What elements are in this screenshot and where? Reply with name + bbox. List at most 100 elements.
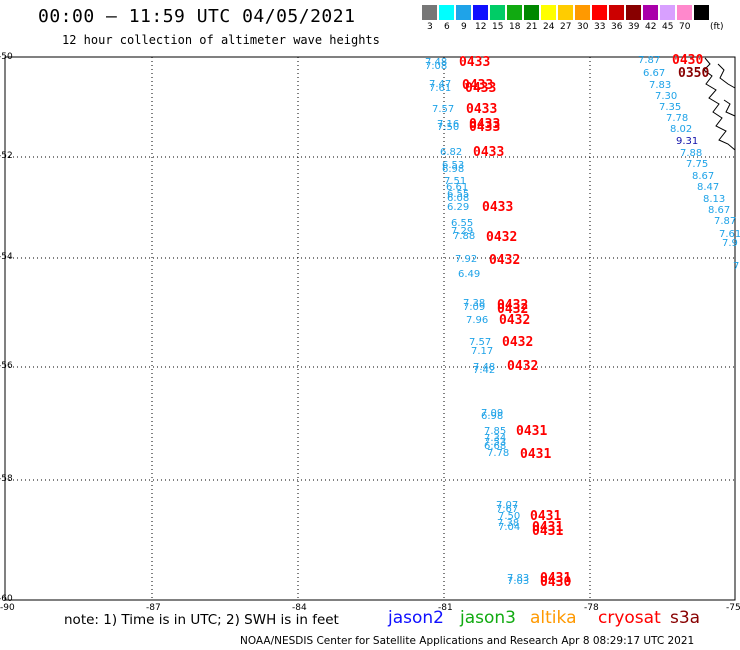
swh-value-label: 7.29 [451,226,474,237]
swh-value-label: 7.87 [638,55,661,66]
swh-value-label: 6.68 [484,441,507,452]
legend-label: 12 [475,22,487,32]
swh-value-label: 7.48 [473,362,496,373]
swh-value-label: 6.98 [481,411,504,422]
swh-value-label: 7.67 [496,504,519,515]
pass-time-label: 0433 [465,81,497,96]
swh-value-label: 7.35 [659,102,682,113]
swh-value-label: 7.09 [481,408,504,419]
pass-time-label: 0433 [466,102,498,117]
pass-time-label: 0433 [462,78,494,93]
y-tick-label: -58 [0,474,13,484]
legend-color-swatch [694,5,709,20]
legend-color-swatch [660,5,675,20]
swh-value-label: 8.02 [670,124,693,135]
swh-value-label: 6.61 [446,182,469,193]
pass-time-label: 0432 [486,230,518,245]
x-tick-label: -87 [146,603,161,613]
x-tick-label: -90 [0,603,15,613]
legend-color-swatch [541,5,556,20]
plot-frame [4,56,736,601]
swh-value-label: 7.50 [498,511,521,522]
legend-color-swatch [643,5,658,20]
pass-time-label: 0350 [678,66,710,81]
coastline [723,99,736,117]
legend-color-swatch [626,5,641,20]
swh-value-label: 7.38 [463,298,486,309]
pass-time-label: 0430 [672,53,704,68]
pass-time-label: 0433 [469,117,501,132]
legend-label: 6 [444,22,450,32]
swh-value-label: 7.08 [425,61,448,72]
y-tick-label: -54 [0,252,13,262]
swh-value-label: 6.55 [447,189,470,200]
legend-unit: (ft) [710,22,724,32]
swh-value-label: 7.61 [719,229,740,240]
legend-label: 15 [492,22,504,32]
pass-time-label: 0431 [532,520,564,535]
y-tick-label: -60 [0,594,13,604]
swh-value-label: 8.67 [692,171,715,182]
pass-time-label: 0431 [520,447,552,462]
legend-color-swatch [524,5,539,20]
legend-label: 30 [577,22,589,32]
legend-label: 21 [526,22,538,32]
swh-value-label: 7.78 [487,448,510,459]
swh-value-label: 7.53 [484,437,507,448]
legend-color-swatch [592,5,607,20]
swh-value-label: 7.75 [686,159,709,170]
page-title: 00:00 – 11:59 UTC 04/05/2021 [38,6,356,27]
x-tick-label: -75 [726,603,740,613]
x-tick-label: -81 [438,603,453,613]
swh-value-label: 7.48 [425,57,448,68]
page-subtitle: 12 hour collection of altimeter wave hei… [62,33,380,47]
legend-color-swatch [456,5,471,20]
swh-value-label: 6.49 [458,269,481,280]
swh-value-label: 9.31 [676,136,699,147]
pass-time-label: 0433 [459,55,491,70]
legend-label: 45 [662,22,674,32]
pass-time-label: 0433 [469,120,501,135]
swh-value-label: 7.03 [507,576,530,587]
pass-time-label: 0432 [489,253,521,268]
coastline [717,63,736,89]
footer-note: note: 1) Time is in UTC; 2) SWH is in fe… [64,612,339,628]
swh-value-label: 7.38 [497,518,520,529]
swh-value-label: 6.98 [442,164,465,175]
legend-label: 18 [509,22,521,32]
legend-color-swatch [558,5,573,20]
pass-time-label: 0431 [532,524,564,539]
legend-altika: altika [530,608,577,628]
swh-value-label: 7.42 [473,365,496,376]
legend-cryosat: cryosat [598,608,661,628]
pass-time-label: 0432 [499,313,531,328]
pass-time-label: 0432 [497,298,529,313]
swh-value-label: 7.50 [437,122,460,133]
legend-color-swatch [422,5,437,20]
swh-value-label: 7 [733,261,740,272]
swh-value-label: 7.96 [466,315,489,326]
pass-time-label: 0433 [473,145,505,160]
swh-value-label: 6.53 [442,160,465,171]
swh-value-label: 7.87 [714,216,737,227]
legend-color-swatch [609,5,624,20]
swh-value-label: 7.16 [437,119,460,130]
swh-value-label: 6.82 [440,147,463,158]
legend-label: 9 [461,22,467,32]
legend-color-swatch [439,5,454,20]
swh-value-label: 7.9 [722,238,738,249]
swh-value-label: 7.78 [666,113,689,124]
swh-value-label: 7.34 [484,433,507,444]
swh-value-label: 7.09 [463,302,486,313]
swh-value-label: 7.88 [680,148,703,159]
swh-value-label: 6.55 [451,218,474,229]
swh-value-label: 8.13 [703,194,726,205]
pass-time-label: 0431 [516,424,548,439]
swh-value-label: 7.83 [507,573,530,584]
legend-color-swatch [575,5,590,20]
y-tick-label: -56 [0,361,13,371]
swh-value-label: 7.92 [455,254,478,265]
y-tick-label: -52 [0,151,13,161]
